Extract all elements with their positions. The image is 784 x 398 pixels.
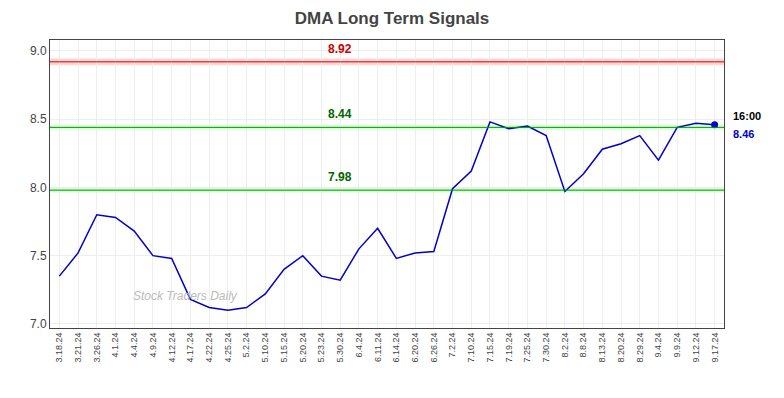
svg-text:6.26.24: 6.26.24	[429, 333, 439, 363]
svg-text:7.30.24: 7.30.24	[541, 333, 551, 363]
svg-text:7.19.24: 7.19.24	[504, 333, 514, 363]
svg-text:7.15.24: 7.15.24	[485, 333, 495, 363]
svg-text:9.12.24: 9.12.24	[691, 333, 701, 363]
svg-text:7.2.24: 7.2.24	[447, 333, 457, 358]
svg-text:8.44: 8.44	[328, 107, 352, 121]
svg-text:5.2.24: 5.2.24	[242, 333, 252, 358]
svg-text:8.8.24: 8.8.24	[579, 333, 589, 358]
svg-text:6.20.24: 6.20.24	[410, 333, 420, 363]
svg-text:9.0: 9.0	[30, 44, 47, 58]
svg-text:3.26.24: 3.26.24	[92, 333, 102, 363]
svg-text:5.30.24: 5.30.24	[335, 333, 345, 363]
svg-text:8.13.24: 8.13.24	[597, 333, 607, 363]
svg-text:8.2.24: 8.2.24	[560, 333, 570, 358]
svg-text:8.46: 8.46	[733, 128, 754, 140]
svg-text:9.9.24: 9.9.24	[672, 333, 682, 358]
svg-text:4.9.24: 4.9.24	[148, 333, 158, 358]
svg-text:8.29.24: 8.29.24	[635, 333, 645, 363]
svg-text:Stock Traders Daily: Stock Traders Daily	[133, 289, 238, 303]
svg-text:4.17.24: 4.17.24	[185, 333, 195, 363]
svg-text:7.10.24: 7.10.24	[466, 333, 476, 363]
svg-text:7.5: 7.5	[30, 249, 47, 263]
svg-text:3.21.24: 3.21.24	[73, 333, 83, 363]
svg-text:9.17.24: 9.17.24	[710, 333, 720, 363]
svg-text:6.11.24: 6.11.24	[373, 333, 383, 362]
svg-text:5.10.24: 5.10.24	[260, 333, 270, 363]
svg-text:4.4.24: 4.4.24	[129, 333, 139, 358]
svg-text:8.20.24: 8.20.24	[616, 333, 626, 363]
svg-text:3.18.24: 3.18.24	[54, 333, 64, 363]
svg-text:5.20.24: 5.20.24	[298, 333, 308, 363]
svg-text:7.98: 7.98	[328, 170, 352, 184]
svg-text:4.12.24: 4.12.24	[167, 333, 177, 363]
svg-text:7.25.24: 7.25.24	[522, 333, 532, 363]
svg-text:6.4.24: 6.4.24	[354, 333, 364, 358]
svg-text:8.0: 8.0	[30, 181, 47, 195]
svg-text:DMA Long Term Signals: DMA Long Term Signals	[295, 9, 490, 28]
svg-text:16:00: 16:00	[733, 110, 761, 122]
svg-text:8.5: 8.5	[30, 112, 47, 126]
svg-text:7.0: 7.0	[30, 317, 47, 331]
svg-text:9.4.24: 9.4.24	[653, 333, 663, 358]
svg-text:4.1.24: 4.1.24	[110, 333, 120, 358]
svg-text:6.14.24: 6.14.24	[391, 333, 401, 363]
svg-text:5.23.24: 5.23.24	[316, 333, 326, 363]
svg-text:4.22.24: 4.22.24	[204, 333, 214, 363]
svg-text:5.15.24: 5.15.24	[279, 333, 289, 363]
svg-text:8.92: 8.92	[328, 42, 352, 56]
svg-text:4.25.24: 4.25.24	[223, 333, 233, 363]
